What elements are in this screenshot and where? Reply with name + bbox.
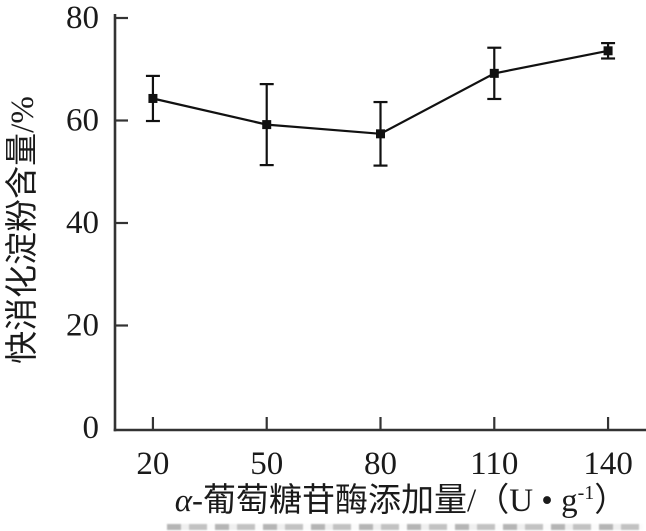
data-point-marker [489, 68, 499, 78]
x-tick-label: 80 [364, 446, 397, 482]
x-tick-label: 140 [583, 446, 633, 482]
y-tick-label: 0 [83, 410, 100, 446]
x-axis-title-alpha: α [174, 483, 193, 519]
data-point-marker [262, 120, 272, 130]
data-point-marker [603, 46, 613, 56]
y-axis-title: 快消化淀粉含量/% [4, 96, 41, 364]
data-point-marker [148, 93, 158, 103]
x-tick-label: 20 [136, 446, 169, 482]
x-axis-title: α-葡萄糖苷酶添加量/（U • g-1） [174, 482, 628, 519]
x-tick-label: 50 [250, 446, 283, 482]
x-axis-title-superscript: -1 [577, 482, 595, 504]
cropped-caption-artifact [167, 524, 643, 530]
y-tick-label: 20 [66, 308, 99, 344]
x-axis-title-suffix: ） [594, 483, 628, 519]
y-tick-label: 60 [66, 103, 99, 139]
y-tick-label: 40 [66, 205, 99, 241]
x-tick-label: 110 [470, 446, 518, 482]
x-axis-title-text: -葡萄糖苷酶添加量/（U • g [192, 483, 578, 519]
data-point-marker [376, 129, 385, 139]
y-tick-label: 80 [66, 0, 99, 36]
